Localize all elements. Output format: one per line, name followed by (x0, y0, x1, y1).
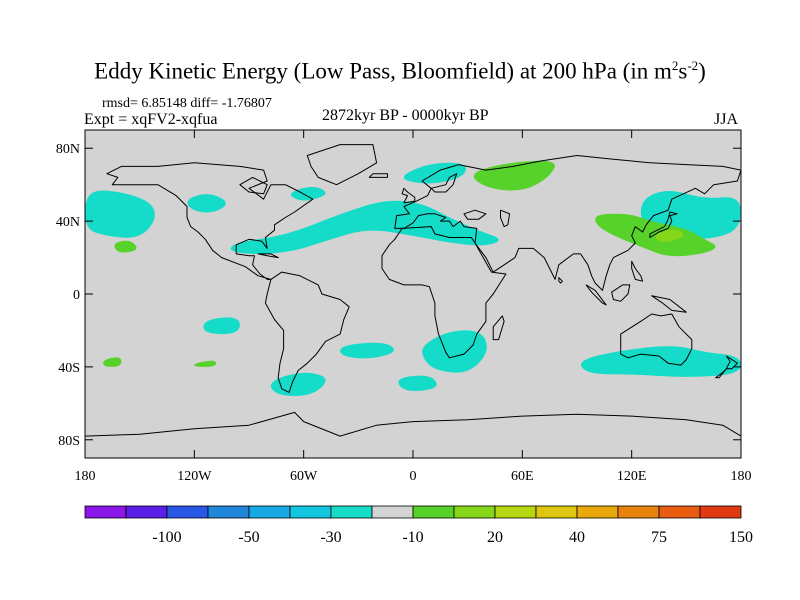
coast-philippines (631, 260, 644, 282)
region-north-pacific-decrease (85, 190, 155, 238)
y-tick-label: 40N (56, 215, 80, 230)
y-axis: 80N 40N 0 40S 80S (56, 142, 741, 449)
region-southern-africa-decrease (422, 330, 487, 373)
region-south-atlantic-decrease (340, 342, 394, 359)
coast-japan (649, 211, 678, 238)
y-tick-label: 80N (56, 142, 80, 157)
colorbar-swatch (576, 505, 619, 519)
experiment-label: Expt = xqFV2-xqfua (84, 111, 218, 128)
colorbar-swatch (617, 505, 660, 519)
x-tick-label: 120E (617, 469, 647, 484)
coast-sri-lanka (558, 277, 563, 284)
colorbar-swatch (699, 505, 742, 519)
x-tick-label: 180 (731, 469, 752, 484)
region-south-indian-decrease (398, 375, 437, 391)
coast-new-guinea (651, 295, 687, 313)
region-east-asia-increase (595, 213, 716, 257)
colorbar-swatch (412, 505, 455, 519)
coast-uk (401, 187, 416, 204)
coast-south-nz (715, 368, 727, 379)
coast-borneo (611, 284, 631, 302)
colorbar-swatch (453, 505, 496, 519)
coast-cuba (257, 253, 279, 259)
colorbar-swatch (535, 505, 578, 519)
coast-iceland (368, 173, 388, 178)
colorbar-label: -50 (238, 529, 259, 546)
colorbar-swatch (84, 505, 127, 519)
region-japan-strong-increase (655, 229, 684, 242)
coast-hudson-bay (239, 176, 268, 195)
x-tick-label: 0 (410, 469, 417, 484)
colorbar: -100 -50 -30 -10 20 40 75 150 (84, 505, 753, 546)
colorbar-label: 75 (651, 529, 667, 546)
map-background (85, 130, 741, 458)
y-tick-label: 40S (58, 361, 80, 376)
colorbar-swatch (371, 505, 414, 519)
coast-north-america (106, 162, 314, 280)
colorbar-label: 20 (487, 529, 503, 546)
x-tick-label: 120W (177, 469, 212, 484)
colorbar-swatch (658, 505, 701, 519)
region-south-pacific-decrease (203, 317, 240, 335)
region-south-pacific-increase (103, 357, 122, 367)
coast-south-america (264, 271, 350, 393)
colorbar-swatch (289, 505, 332, 519)
colorbar-swatch (330, 505, 373, 519)
coast-greenland (306, 144, 378, 186)
period-label: 2872kyr BP - 0000kyr BP (322, 107, 489, 124)
x-axis: 180 120W 60W 0 60E 120E 180 (75, 130, 752, 484)
colorbar-label: -100 (152, 529, 181, 546)
coast-antarctica (85, 411, 741, 437)
colorbar-label: -10 (402, 529, 423, 546)
region-labrador-decrease (290, 186, 326, 201)
chart-title: Eddy Kinetic Energy (Low Pass, Bloomfiel… (94, 58, 706, 84)
rmsd-label: rmsd= 6.85148 diff= -1.76807 (102, 96, 272, 111)
coast-scandinavia-inlet (430, 173, 458, 193)
coast-caspian (500, 209, 511, 228)
x-tick-label: 60E (511, 469, 534, 484)
region-asia-increase (473, 160, 555, 191)
coast-new-zealand (725, 355, 738, 370)
region-north-pacific-increase (114, 240, 137, 253)
colorbar-swatch (248, 505, 291, 519)
coast-madagascar (492, 315, 505, 341)
coast-africa (381, 226, 507, 359)
coast-black-sea (463, 209, 487, 220)
coast-sumatra (585, 284, 607, 306)
colorbar-swatch (166, 505, 209, 519)
region-south-pacific-increase-2 (194, 360, 217, 367)
x-tick-label: 60W (290, 469, 318, 484)
coast-australia (620, 313, 693, 366)
colorbar-swatch (207, 505, 250, 519)
y-tick-label: 80S (58, 434, 80, 449)
colorbar-label: 150 (729, 529, 753, 546)
coast-eurasia (394, 155, 741, 291)
colorbar-swatch (494, 505, 537, 519)
colorbar-label: 40 (569, 529, 585, 546)
region-north-america-decrease (187, 194, 226, 213)
coastlines (85, 144, 741, 437)
colorbar-swatch (125, 505, 168, 519)
colorbar-label: -30 (320, 529, 341, 546)
y-tick-label: 0 (73, 288, 80, 303)
season-label: JJA (714, 111, 739, 128)
x-tick-label: 180 (75, 469, 96, 484)
